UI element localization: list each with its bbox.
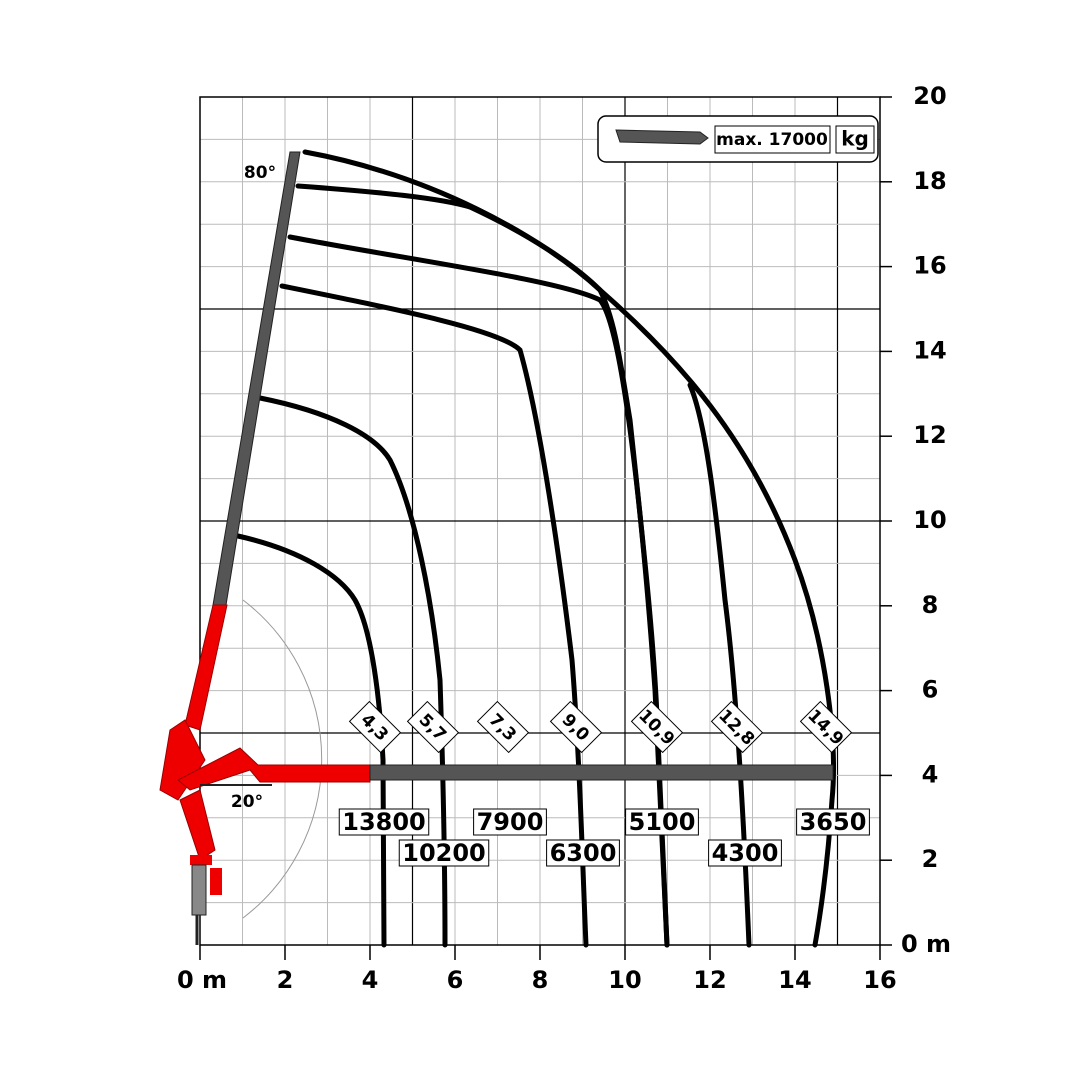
reach-label-box xyxy=(710,700,764,754)
x-tick-label: 2 xyxy=(277,966,294,994)
load-label-box xyxy=(546,839,620,867)
reach-label: 5,7 xyxy=(406,700,460,754)
load-label-box xyxy=(473,808,547,836)
load-label-box xyxy=(796,808,870,836)
legend: max. 17000 kg xyxy=(597,115,879,163)
inner-boom xyxy=(177,747,371,791)
reach-label-box xyxy=(549,700,603,754)
reach-label-box xyxy=(799,700,853,754)
y-tick-label: 12 xyxy=(913,421,946,449)
y-tick-label: 0 m xyxy=(901,930,951,958)
x-tick-label: 4 xyxy=(362,966,379,994)
load-label: 3650 xyxy=(800,808,867,836)
legend-boom-icon xyxy=(615,129,709,145)
load-label: 7900 xyxy=(477,808,544,836)
crane xyxy=(159,151,834,945)
x-tick-label: 16 xyxy=(863,966,896,994)
x-tick-label: 12 xyxy=(693,966,726,994)
x-tick-label: 6 xyxy=(447,966,464,994)
load-label: 5100 xyxy=(629,808,696,836)
frame xyxy=(199,96,881,946)
reach-label: 4,3 xyxy=(348,700,402,754)
reach-label: 10,9 xyxy=(630,700,684,754)
boom-extension xyxy=(212,151,301,606)
x-tick-label: 8 xyxy=(532,966,549,994)
load-label: 13800 xyxy=(342,808,426,836)
legend-capacity-box xyxy=(714,125,831,154)
y-tick-label: 10 xyxy=(913,506,946,534)
knuckle xyxy=(159,719,206,801)
reach-label: 12,8 xyxy=(710,700,764,754)
reach-label-box xyxy=(348,700,402,754)
x-tick-label: 10 xyxy=(608,966,641,994)
x-tick-label: 14 xyxy=(778,966,811,994)
base xyxy=(190,855,212,865)
load-label: 10200 xyxy=(402,839,486,867)
load-label: 4300 xyxy=(712,839,779,867)
legend-unit-box xyxy=(835,125,875,154)
angle-label: 80° xyxy=(244,163,276,183)
reach-label: 9,0 xyxy=(549,700,603,754)
load-label-box xyxy=(398,839,490,867)
load-label-box xyxy=(338,808,430,836)
y-tick-label: 16 xyxy=(913,252,946,280)
load-label-box xyxy=(708,839,782,867)
stabilizer xyxy=(191,864,207,916)
column xyxy=(179,789,216,861)
load-curve xyxy=(235,533,387,948)
x-tick-label: 0 m xyxy=(177,966,227,994)
y-tick-label: 20 xyxy=(913,82,946,110)
y-tick-label: 6 xyxy=(922,676,939,704)
reach-label-box xyxy=(406,700,460,754)
angle-label: 20° xyxy=(231,792,263,812)
load-curve xyxy=(279,283,589,948)
reach-label-box xyxy=(476,700,530,754)
y-tick-label: 8 xyxy=(922,591,939,619)
outer-boom xyxy=(369,764,834,781)
legend-capacity: max. 17000 xyxy=(716,130,828,150)
reach-label: 14,9 xyxy=(799,700,853,754)
y-tick-label: 18 xyxy=(913,167,946,195)
legend-unit: kg xyxy=(841,127,869,151)
boom-main xyxy=(184,604,228,731)
y-tick-label: 14 xyxy=(913,336,946,364)
y-tick-label: 2 xyxy=(922,845,939,873)
tank xyxy=(210,868,222,895)
y-tick-label: 4 xyxy=(922,760,939,788)
swing-arc xyxy=(242,599,323,919)
load-curve xyxy=(295,183,473,210)
reach-label-box xyxy=(630,700,684,754)
reach-label: 7,3 xyxy=(476,700,530,754)
load-label-box xyxy=(625,808,699,836)
load-label: 6300 xyxy=(550,839,617,867)
